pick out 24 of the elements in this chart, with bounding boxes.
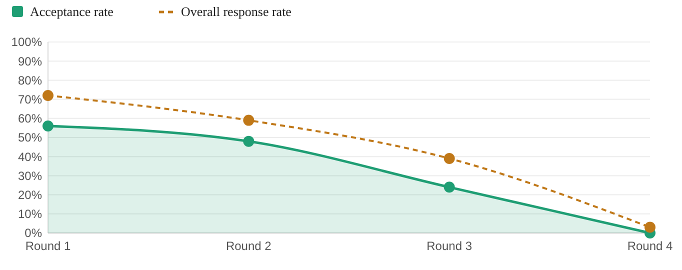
- y-tick-label: 50%: [18, 130, 42, 145]
- point: [243, 136, 254, 147]
- point: [444, 153, 455, 164]
- point: [243, 114, 254, 126]
- legend-label: Acceptance rate: [30, 4, 114, 19]
- y-tick-label: 0%: [24, 226, 42, 240]
- y-tick-label: 80%: [18, 73, 42, 88]
- point: [644, 222, 656, 233]
- y-tick-label: 40%: [18, 150, 42, 164]
- x-tick-label: Round 4: [627, 239, 674, 253]
- point: [42, 90, 54, 101]
- y-tick-label: 20%: [18, 188, 42, 202]
- x-tick-label: Round 1: [25, 239, 72, 253]
- y-tick-label: 100%: [11, 35, 42, 50]
- y-tick-label: 10%: [18, 207, 42, 222]
- y-tick-label: 60%: [18, 112, 42, 126]
- y-tick-label: 90%: [18, 54, 42, 68]
- y-tick-label: 30%: [18, 168, 42, 183]
- x-tick-label: Round 2: [226, 239, 272, 253]
- x-tick-label: Round 3: [426, 239, 472, 253]
- point: [444, 182, 455, 193]
- legend-label: Overall response rate: [181, 4, 292, 19]
- point: [42, 120, 54, 132]
- y-tick-label: 70%: [18, 92, 42, 106]
